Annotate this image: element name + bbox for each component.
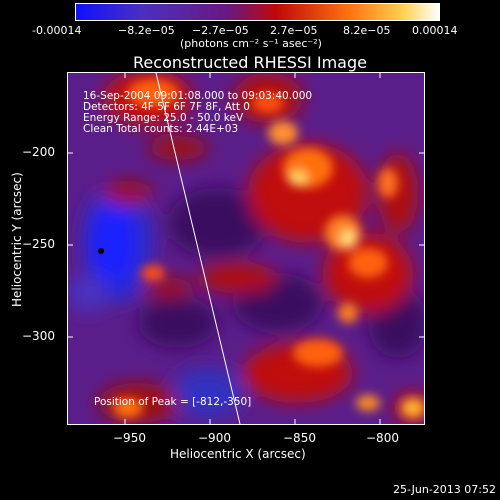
reconstructed-image [68, 73, 424, 424]
y-tick: −300 [22, 329, 55, 343]
x-tick: −900 [198, 431, 231, 445]
colorbar-tick: −2.7e−05 [192, 24, 249, 37]
timestamp: 25-Jun-2013 07:52 [393, 483, 496, 496]
info-energy-range: Energy Range: 25.0 - 50.0 keV [83, 112, 244, 124]
x-tick: −950 [113, 431, 146, 445]
x-axis-label: Heliocentric X (arcsec) [170, 447, 306, 461]
colorbar [75, 3, 440, 21]
image-title: Reconstructed RHESSI Image [133, 53, 367, 72]
x-tick: −800 [366, 431, 399, 445]
colorbar-gradient [76, 4, 439, 20]
info-time-range: 16-Sep-2004 09:01:08.000 to 09:03:40.000 [83, 90, 313, 102]
info-detectors: Detectors: 4F 5F 6F 7F 8F, Att 0 [83, 101, 250, 113]
colorbar-tick: −8.2e−05 [118, 24, 175, 37]
colorbar-tick: -0.00014 [32, 24, 82, 37]
colorbar-tick: 2.7e−05 [270, 24, 318, 37]
y-axis-label: Heliocentric Y (arcsec) [10, 172, 24, 307]
peak-position-label: Position of Peak = [-812,-350] [94, 396, 252, 408]
colorbar-units: (photons cm⁻² s⁻¹ asec⁻²) [180, 37, 322, 50]
solar-limb-line [155, 73, 241, 424]
colorbar-tick: 0.00014 [412, 24, 458, 37]
y-tick: −250 [22, 237, 55, 251]
y-tick: −200 [22, 145, 55, 159]
info-total-counts: Clean Total counts: 2.44E+03 [83, 123, 239, 135]
x-tick: −850 [283, 431, 316, 445]
colorbar-tick: 8.2e−05 [343, 24, 391, 37]
peak-marker [98, 248, 104, 254]
rhessi-image-plot: 16-Sep-2004 09:01:08.000 to 09:03:40.000… [67, 72, 425, 425]
